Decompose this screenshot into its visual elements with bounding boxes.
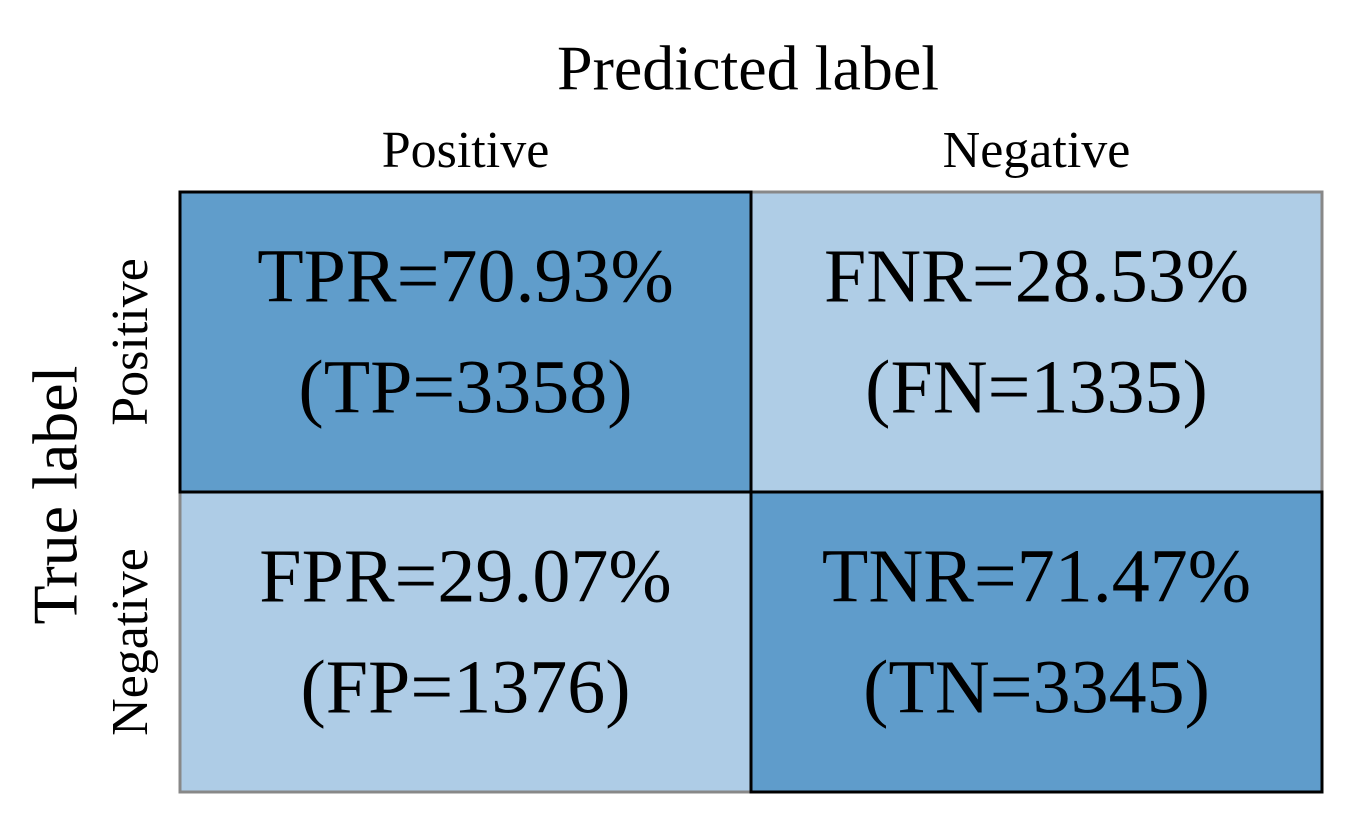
x-axis-label: Predicted label [557,33,939,104]
y-tick-label: Positive [102,258,159,426]
y-axis-label: True label [20,366,91,625]
cell-count-label: (TP=3358) [298,345,632,429]
cell-rate-label: FNR=28.53% [824,234,1249,318]
cell-rate-label: TPR=70.93% [257,234,674,318]
cell-rate-label: FPR=29.07% [259,534,671,618]
y-tick-label: Negative [102,548,159,736]
cell [180,192,751,492]
cell-border [749,490,1324,794]
x-tick-label: Negative [943,122,1131,179]
cell-border [178,190,753,494]
cell [751,492,1322,792]
x-tick-label: Positive [382,122,550,179]
cell-count-label: (FP=1376) [300,645,630,729]
cell-count-label: (TN=3345) [863,645,1210,729]
cell [751,192,1322,492]
cell-count-label: (FN=1335) [865,345,1208,429]
cell [180,492,751,792]
cell-rate-label: TNR=71.47% [822,534,1251,618]
